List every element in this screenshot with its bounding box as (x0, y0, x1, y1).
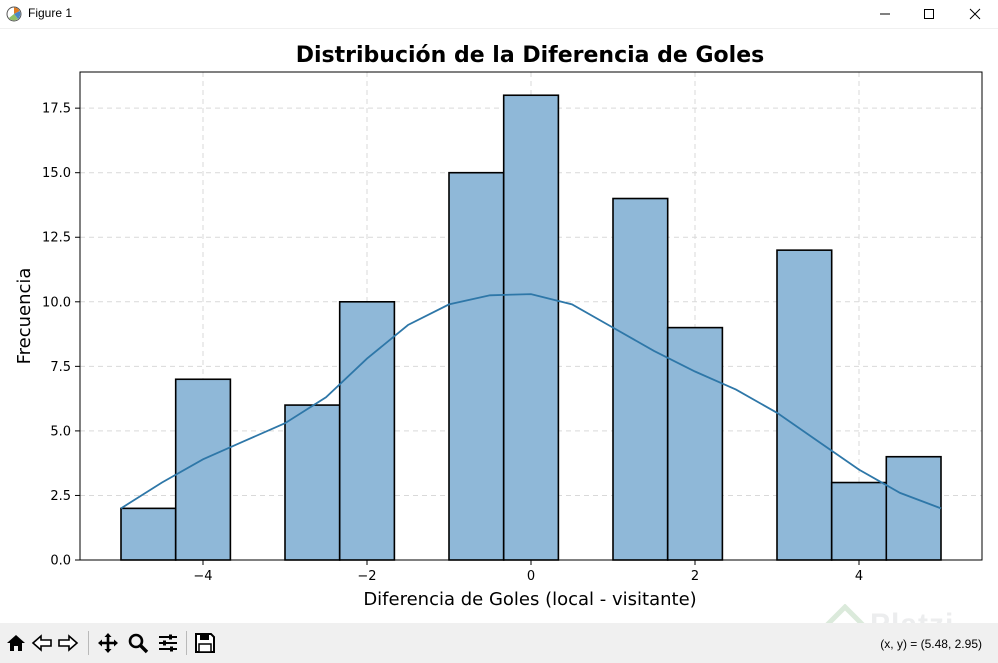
close-icon (969, 8, 981, 20)
histogram-bar (830, 481, 888, 561)
back-arrow-icon (31, 634, 52, 652)
y-tick-label: 10.0 (42, 295, 71, 310)
x-tick-label: 0 (527, 569, 535, 584)
y-tick-label: 17.5 (42, 102, 71, 117)
histogram-bar (284, 404, 341, 561)
x-tick-label: −2 (357, 569, 376, 584)
maximize-button[interactable] (906, 0, 952, 28)
y-tick-label: 7.5 (50, 360, 71, 375)
forward-button[interactable] (56, 631, 80, 655)
y-axis-label: Frecuencia (14, 268, 35, 365)
maximize-icon (924, 9, 934, 19)
histogram-bar (885, 455, 942, 561)
x-axis-label: Diferencia de Goles (local - visitante) (363, 589, 696, 610)
histogram-bar (448, 171, 505, 561)
chart-title: Distribución de la Diferencia de Goles (296, 43, 764, 68)
y-tick-label: 12.5 (42, 231, 71, 246)
save-button[interactable] (193, 631, 217, 655)
histogram-bar (502, 94, 560, 561)
home-button[interactable] (4, 631, 28, 655)
x-tick-label: −4 (193, 569, 212, 584)
zoom-icon (128, 633, 149, 654)
histogram-bar (776, 249, 833, 561)
x-tick-label: 4 (855, 569, 863, 584)
histogram-bar (120, 507, 177, 561)
home-icon (7, 635, 25, 651)
kde-line (120, 293, 942, 510)
minimize-icon (880, 13, 890, 15)
back-button[interactable] (30, 631, 54, 655)
y-tick-label: 15.0 (42, 166, 71, 181)
histogram-chart: −4 −2 0 2 4 0.0 2.5 5.0 7.5 10.0 12.5 15.0 17.5 Dist… (14, 43, 983, 610)
x-tick-label: 2 (691, 569, 699, 584)
y-tick-label: 5.0 (50, 424, 71, 439)
configure-subplots-button[interactable] (156, 631, 180, 655)
histogram-bar (338, 300, 396, 561)
histogram-bar (666, 326, 724, 561)
minimize-button[interactable] (862, 0, 908, 28)
y-tick-label: 0.0 (50, 554, 71, 569)
cursor-coordinates: (x, y) = (5.48, 2.95) (880, 637, 982, 651)
navigation-toolbar: (x, y) = (5.48, 2.95) (0, 623, 998, 663)
window-title: Figure 1 (28, 6, 73, 20)
pan-button[interactable] (96, 631, 120, 655)
configure-subplots-icon (159, 634, 177, 652)
forward-arrow-icon (58, 634, 79, 652)
y-tick-label: 2.5 (50, 489, 71, 504)
window-titlebar: Figure 1 (0, 0, 998, 29)
save-icon (195, 633, 215, 653)
zoom-button[interactable] (126, 631, 150, 655)
pan-icon (98, 633, 118, 653)
toolbar-separator (88, 631, 89, 655)
bars (120, 94, 942, 561)
matplotlib-icon (6, 6, 22, 22)
figure-canvas[interactable]: −4 −2 0 2 4 0.0 2.5 5.0 7.5 10.0 12.5 15.0 17.5 Dist… (0, 29, 998, 623)
histogram-bar (612, 197, 669, 561)
close-button[interactable] (952, 0, 998, 28)
toolbar-separator (186, 631, 187, 655)
ticks: −4 −2 0 2 4 0.0 2.5 5.0 7.5 10.0 12.5 15.0 17.5 (42, 102, 863, 584)
